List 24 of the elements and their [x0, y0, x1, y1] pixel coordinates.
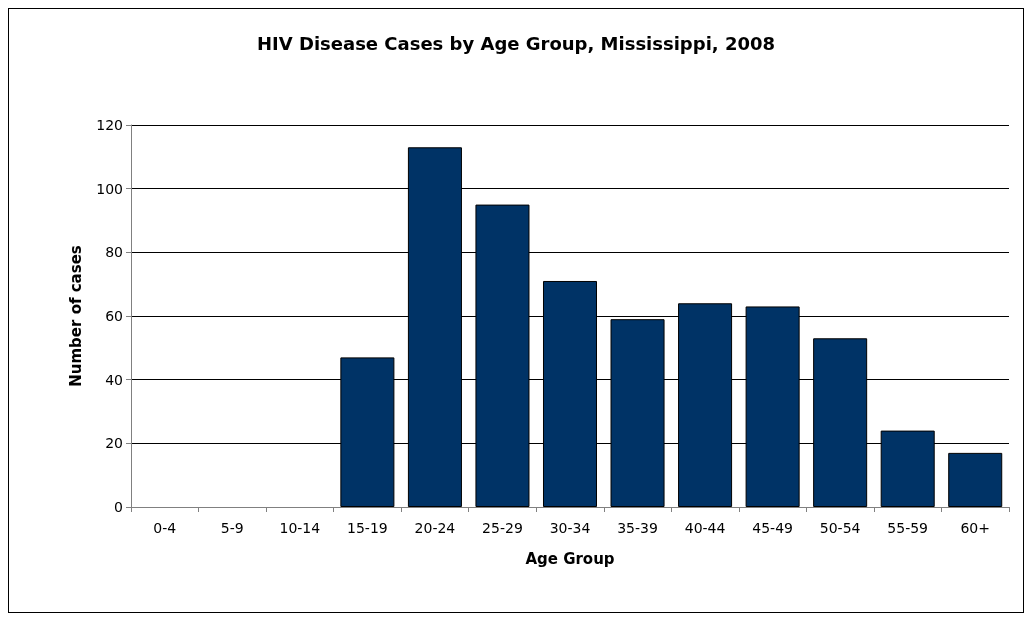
x-tick-label: 15-19 — [347, 520, 388, 536]
y-tick-label: 40 — [105, 371, 123, 388]
y-tick-label: 80 — [105, 244, 123, 261]
y-tick-label: 60 — [105, 308, 123, 324]
y-tick-label: 0 — [114, 499, 123, 515]
x-axis-title: Age Group — [525, 549, 615, 568]
x-tick-label: 20-24 — [414, 520, 456, 536]
bar — [948, 452, 1003, 507]
x-tick-label: 40-44 — [684, 520, 726, 536]
x-tick-label: 55-59 — [887, 520, 929, 536]
x-tick-label: 25-29 — [482, 520, 523, 536]
y-tick-label: 20 — [105, 435, 123, 452]
x-tick-label: 45-49 — [752, 520, 793, 536]
x-tick-label: 0-4 — [153, 520, 177, 536]
y-tick-label: 120 — [96, 117, 123, 133]
x-tick-label: 60+ — [960, 520, 990, 536]
x-tick-label: 5-9 — [220, 520, 244, 536]
y-tick-label: 100 — [96, 180, 123, 197]
x-tick-label: 50-54 — [819, 520, 861, 536]
chart-title: HIV Disease Cases by Age Group, Mississippi, 2008 — [256, 32, 776, 54]
y-axis-title: Number of cases — [66, 245, 85, 387]
x-tick-label: 30-34 — [549, 520, 591, 536]
x-tick-label: 10-14 — [279, 520, 321, 536]
x-tick-label: 35-39 — [617, 520, 658, 536]
